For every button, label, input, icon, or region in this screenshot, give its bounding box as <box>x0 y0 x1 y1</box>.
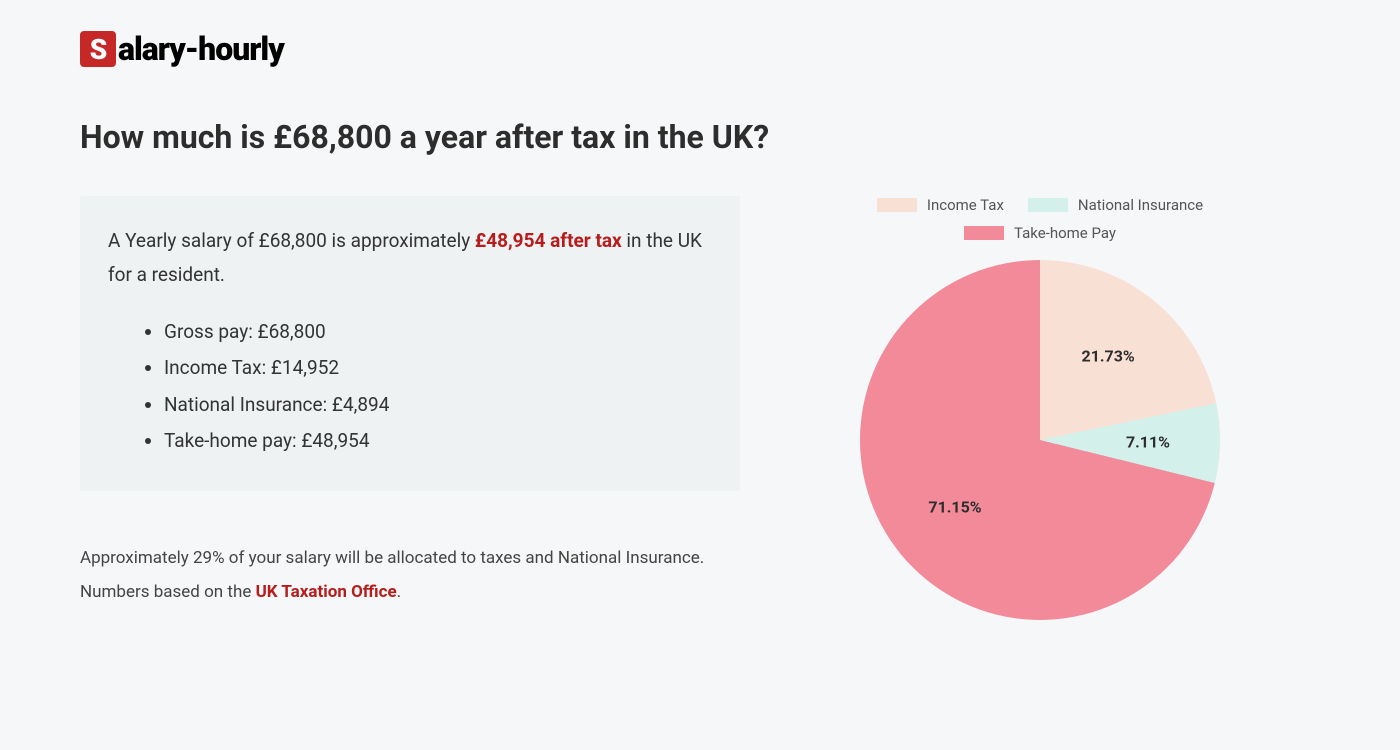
pie-chart: 21.73% 7.11% 71.15% <box>860 260 1220 620</box>
page-title: How much is £68,800 a year after tax in … <box>80 118 1320 156</box>
left-column: A Yearly salary of £68,800 is approximat… <box>80 196 740 620</box>
uk-taxation-link[interactable]: UK Taxation Office <box>256 582 397 602</box>
legend-swatch <box>1028 198 1068 212</box>
site-logo: Salary-hourly <box>80 30 1320 68</box>
footnote-line2-before: Numbers based on the <box>80 582 256 602</box>
logo-box: S <box>80 31 116 67</box>
summary-list: Gross pay: £68,800 Income Tax: £14,952 N… <box>108 314 712 458</box>
legend-swatch <box>877 198 917 212</box>
right-column: Income Tax National Insurance Take-home … <box>820 196 1260 620</box>
summary-intro-before: A Yearly salary of £68,800 is approximat… <box>108 229 475 252</box>
pie-label: 7.11% <box>1126 432 1170 451</box>
pie-label: 21.73% <box>1082 347 1135 366</box>
summary-intro: A Yearly salary of £68,800 is approximat… <box>108 224 712 292</box>
legend-item: Take-home Pay <box>964 224 1116 242</box>
list-item: National Insurance: £4,894 <box>164 387 712 423</box>
pie-label: 71.15% <box>928 497 981 516</box>
footnote: Approximately 29% of your salary will be… <box>80 541 740 609</box>
summary-box: A Yearly salary of £68,800 is approximat… <box>80 196 740 491</box>
legend-label: Income Tax <box>927 196 1004 214</box>
legend-item: National Insurance <box>1028 196 1203 214</box>
list-item: Take-home pay: £48,954 <box>164 423 712 459</box>
chart-legend: Income Tax National Insurance Take-home … <box>820 196 1260 242</box>
summary-highlight: £48,954 after tax <box>475 229 622 252</box>
list-item: Gross pay: £68,800 <box>164 314 712 350</box>
legend-swatch <box>964 226 1004 240</box>
footnote-line1: Approximately 29% of your salary will be… <box>80 548 704 568</box>
legend-item: Income Tax <box>877 196 1004 214</box>
content-row: A Yearly salary of £68,800 is approximat… <box>80 196 1320 620</box>
legend-label: National Insurance <box>1078 196 1203 214</box>
logo-text: alary-hourly <box>118 30 284 68</box>
list-item: Income Tax: £14,952 <box>164 350 712 386</box>
footnote-line2-after: . <box>397 582 401 602</box>
legend-label: Take-home Pay <box>1014 224 1116 242</box>
